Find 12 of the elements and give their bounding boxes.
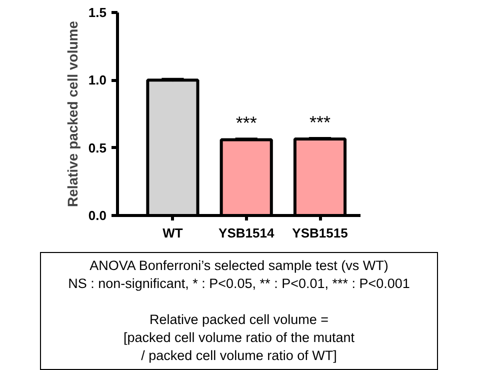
annotation: ***	[236, 112, 257, 133]
x-tick-label: YSB1515	[292, 226, 348, 240]
text: Relative packed cell volume = [packed cell volume ratio of the mutant / packed cell volume ratio of WT]	[122, 311, 356, 365]
y-tick-label: 1.5	[88, 5, 107, 20]
annotation: ***	[309, 112, 331, 132]
text: ANOVA Bonferroni’s selected sample test (vs WT) NS : non-significant, * : P<0.05, ** : P<0.01, *** : P<0.001	[68, 257, 410, 293]
y-tick-label: 0.5	[88, 140, 107, 156]
x-tick-label: WT	[162, 226, 183, 240]
y-axis-title: Relative packed cell volume	[64, 20, 80, 207]
y-tick-label: 0.0	[88, 208, 107, 223]
x-tick-label: YSB1514	[218, 226, 275, 240]
y-tick-label: 1.0	[88, 72, 107, 88]
